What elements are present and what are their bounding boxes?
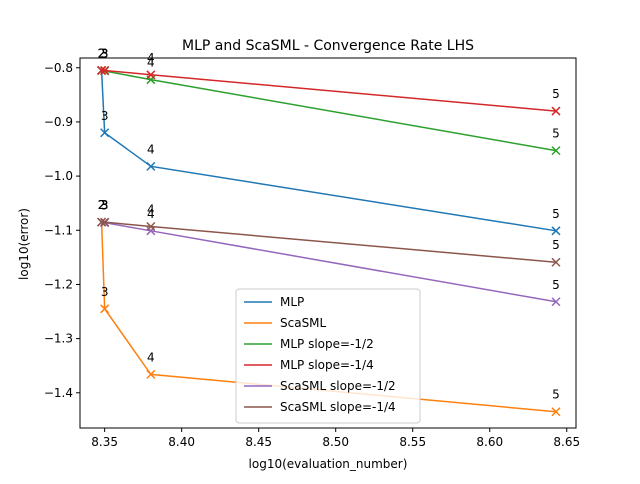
point-label: 4	[147, 207, 155, 221]
chart-title: MLP and ScaSML - Convergence Rate LHS	[182, 38, 474, 54]
data-point-marker	[146, 221, 156, 232]
marker-stroke	[97, 217, 107, 227]
point-label: 3	[101, 198, 109, 212]
point-label: 5	[552, 207, 560, 221]
legend-entry: MLP slope=-1/4	[244, 358, 374, 372]
axes-frame	[79, 57, 577, 429]
marker-stroke	[100, 65, 110, 75]
legend: MLP ScaSML MLP slope=-1/2 MLP slope=-1/4 Sca…	[235, 288, 421, 424]
data-point-marker	[146, 161, 156, 171]
data-point-marker	[146, 369, 156, 379]
series-line	[101, 69, 557, 152]
point-label: 3	[101, 285, 109, 299]
marker-stroke	[551, 106, 561, 116]
y-tick-label: −1.0	[44, 169, 73, 183]
marker-stroke	[551, 257, 561, 267]
marker-stroke	[100, 304, 110, 314]
data-point-marker	[97, 217, 107, 227]
y-tick-label: −1.4	[44, 386, 73, 400]
data-point-marker	[551, 106, 561, 116]
point-label: 5	[552, 388, 560, 402]
point-label: 5	[552, 127, 560, 141]
data-point-marker	[146, 70, 156, 80]
y-tick-label: −1.2	[44, 277, 73, 291]
y-tick-label: −1.3	[44, 332, 73, 346]
legend-label: ScaSML slope=-1/4	[280, 400, 396, 414]
marker-stroke	[100, 128, 110, 138]
point-label: 2	[98, 46, 106, 60]
marker-stroke	[551, 146, 561, 156]
legend-label: MLP slope=-1/2	[280, 337, 374, 351]
marker-stroke	[146, 161, 156, 171]
legend-entry: ScaSML slope=-1/2	[244, 379, 396, 393]
series-line	[101, 69, 557, 112]
marker-stroke	[100, 217, 110, 227]
series-line	[100, 70, 557, 232]
point-label: 2	[98, 198, 106, 212]
legend-label: MLP slope=-1/4	[280, 358, 374, 372]
point-label: 3	[101, 199, 109, 213]
legend-entry: ScaSML slope=-1/4	[244, 400, 396, 414]
x-tick-label: 8.40	[168, 435, 195, 449]
y-tick-label: −0.9	[44, 115, 73, 129]
y-tick-label: −0.8	[44, 61, 73, 75]
data-point-marker	[551, 257, 561, 267]
x-tick-label: 8.60	[476, 435, 503, 449]
point-label: 2	[98, 46, 106, 60]
point-label: 3	[101, 109, 109, 123]
point-label: 3	[101, 47, 109, 61]
marker-stroke	[146, 70, 156, 80]
legend-label: MLP	[280, 295, 304, 309]
point-label: 2	[98, 46, 106, 60]
data-point-marker	[100, 304, 110, 314]
marker-stroke	[146, 221, 156, 232]
data-point-marker	[551, 146, 561, 156]
legend-label: ScaSML slope=-1/2	[280, 379, 396, 393]
point-label: 2	[98, 198, 106, 212]
x-axis-label: log10(evaluation_number)	[249, 457, 408, 471]
point-label: 2	[98, 198, 106, 212]
axes: 8.35 8.40 8.45 8.50 8.55 8.60 8.65 −0.8 −0.9 −1.0…	[44, 57, 580, 449]
data-point-marker	[97, 65, 107, 75]
x-tick-label: 8.35	[91, 435, 118, 449]
point-label: 4	[147, 350, 155, 364]
legend-entry: MLP slope=-1/2	[244, 337, 374, 351]
point-label: 4	[147, 56, 155, 70]
legend-entry: MLP	[244, 295, 304, 309]
series-line	[101, 221, 557, 263]
data-point-marker	[551, 297, 561, 307]
point-label: 5	[552, 87, 560, 101]
x-tick-label: 8.50	[322, 435, 349, 449]
y-axis-label: log10(error)	[17, 208, 31, 280]
point-label: 4	[147, 202, 155, 216]
x-tick-label: 8.65	[553, 435, 580, 449]
marker-stroke	[146, 369, 156, 379]
point-label: 3	[101, 46, 109, 60]
marker-stroke	[97, 65, 107, 75]
point-label: 5	[552, 238, 560, 252]
x-tick-label: 8.45	[245, 435, 272, 449]
marker-stroke	[551, 407, 561, 417]
x-tick-label: 8.55	[399, 435, 426, 449]
data-point-marker	[551, 226, 561, 236]
legend-entry: ScaSML	[244, 316, 327, 330]
point-label: 5	[552, 278, 560, 292]
legend-box	[235, 288, 421, 424]
data-point-marker	[100, 217, 110, 227]
legend-label: ScaSML	[280, 316, 327, 330]
marker-stroke	[551, 226, 561, 236]
point-label: 4	[147, 142, 155, 156]
data-point-marker	[551, 407, 561, 417]
data-point-marker	[100, 128, 110, 138]
y-tick-label: −1.1	[44, 223, 73, 237]
marker-stroke	[551, 297, 561, 307]
data-point-marker	[100, 65, 110, 75]
